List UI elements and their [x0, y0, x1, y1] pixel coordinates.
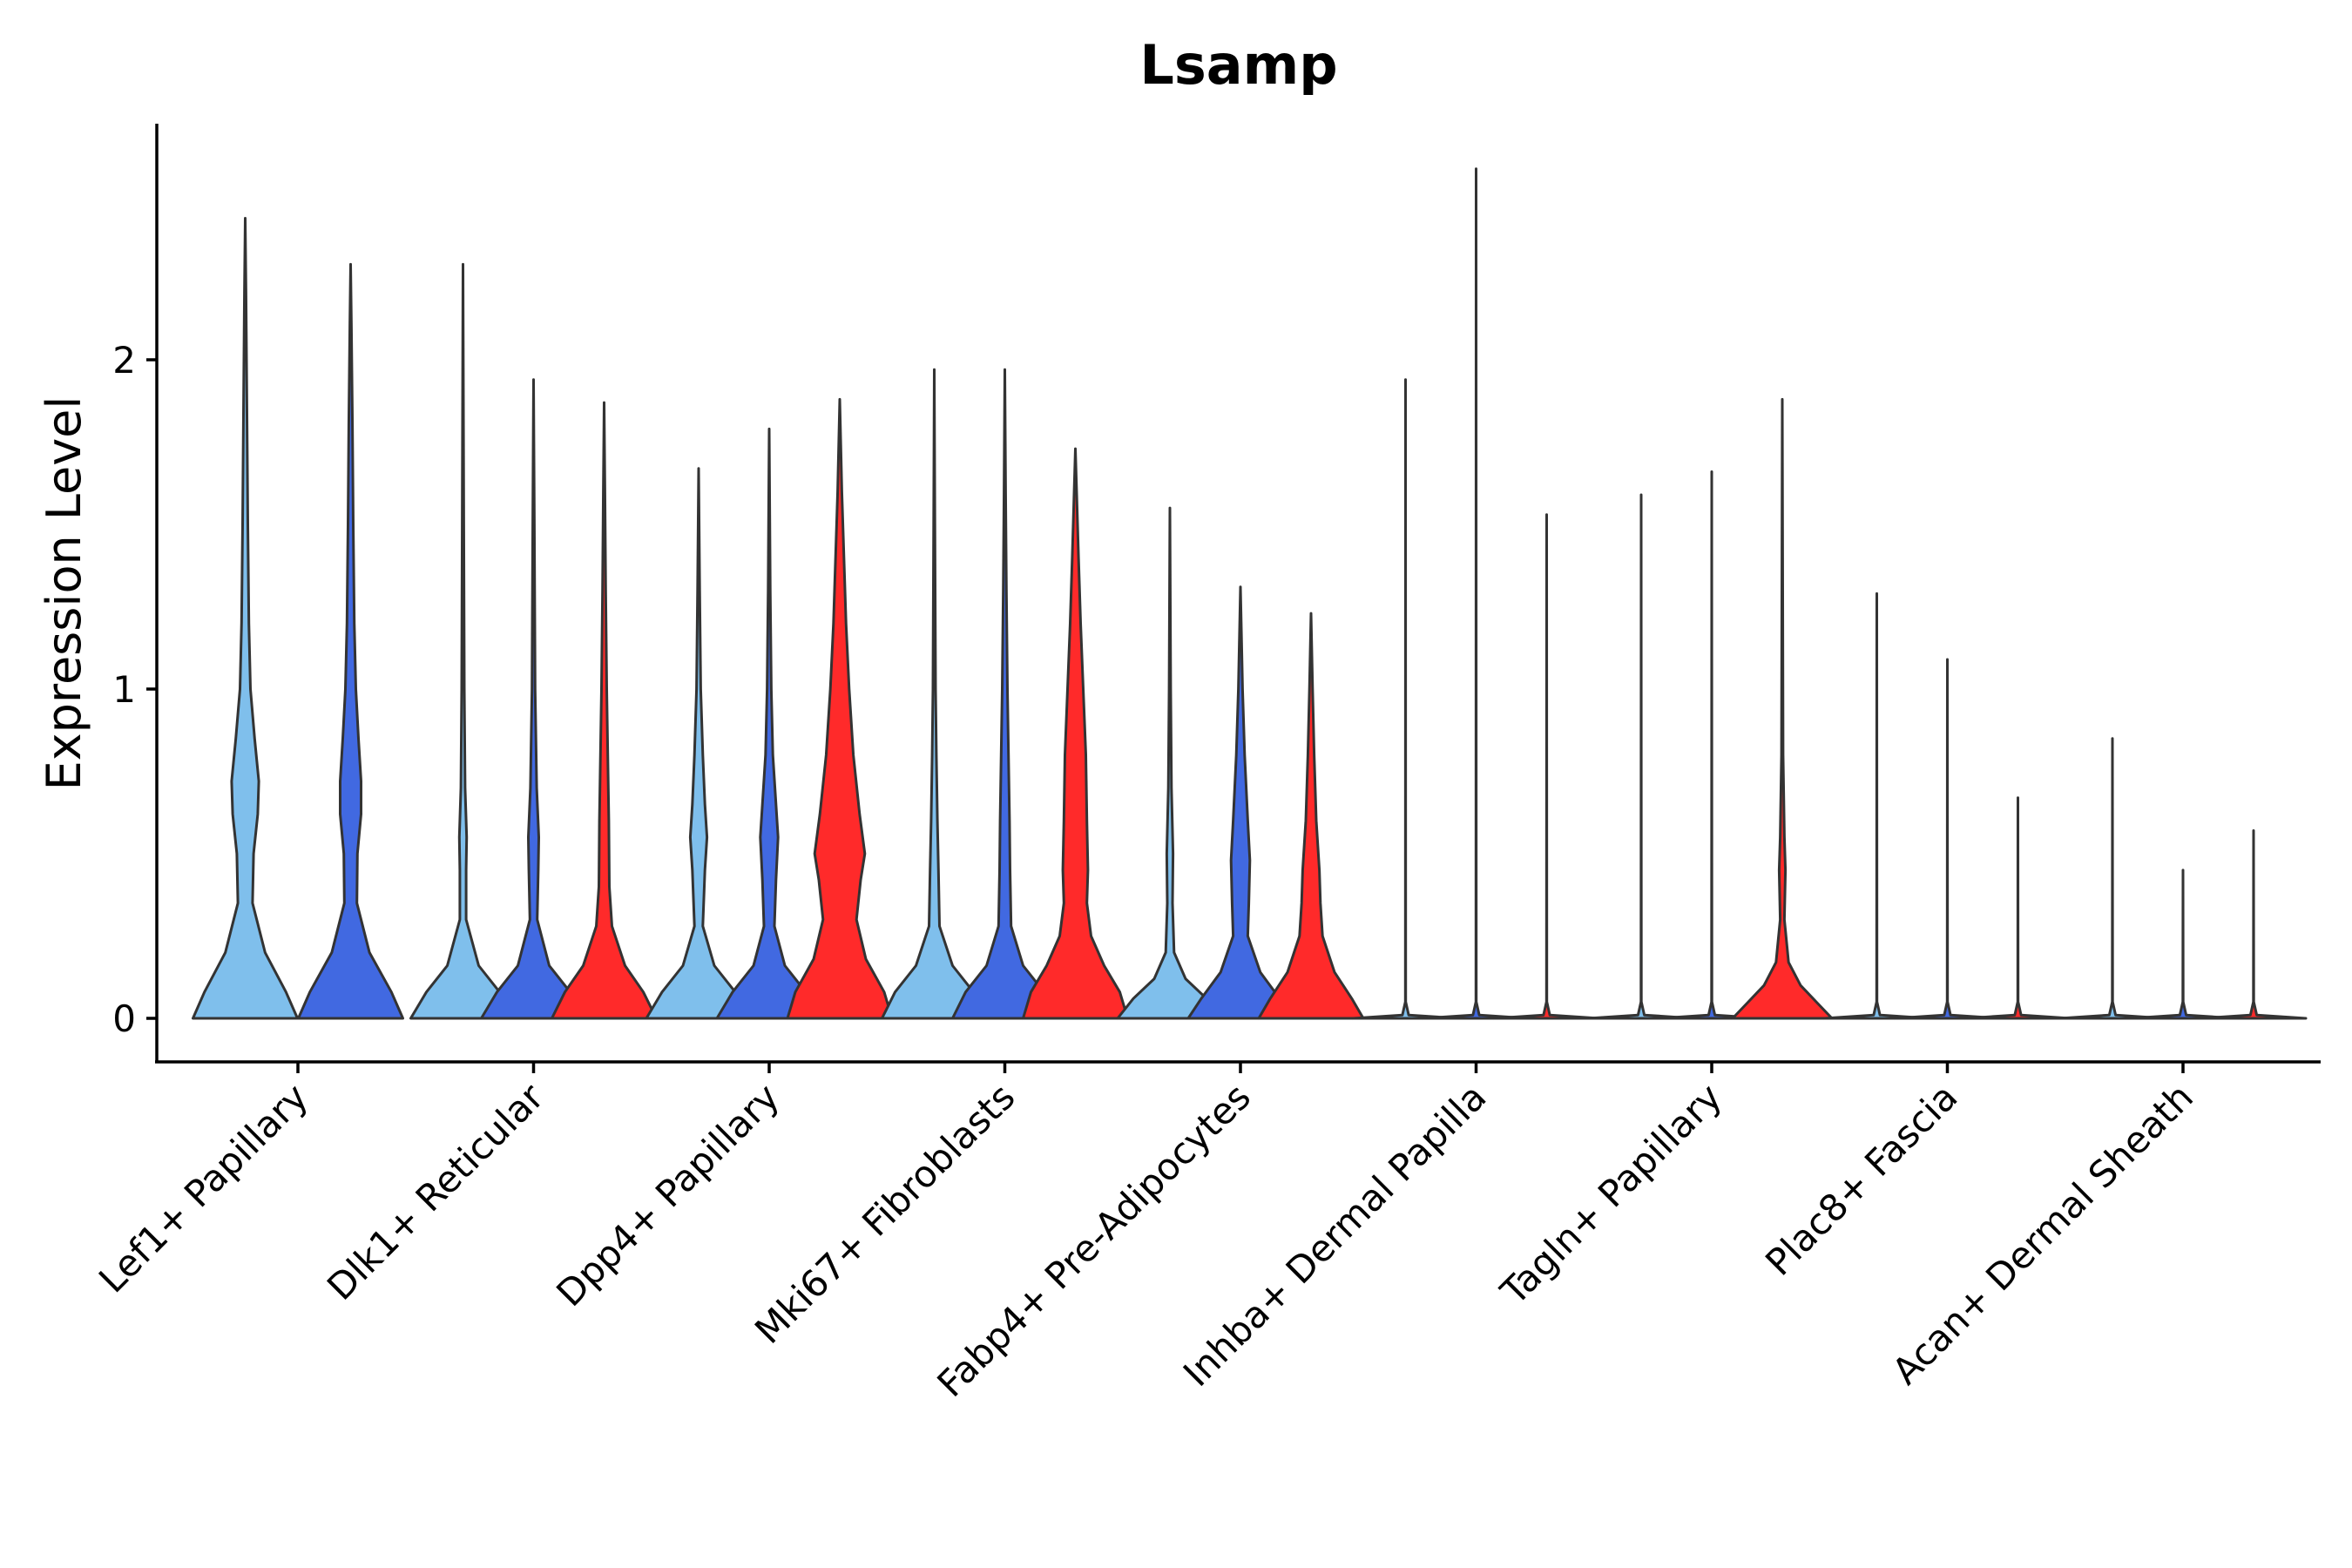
x-tick-label: Dpp4+ Papillary — [548, 1075, 787, 1315]
y-tick-label: 0 — [112, 997, 136, 1040]
axes-layer — [155, 124, 2321, 1064]
x-tick-label: Dlk1+ Reticular — [319, 1075, 552, 1308]
violin-3-0 — [881, 368, 988, 1020]
x-tick-label: Mki67+ Fibroblasts — [747, 1075, 1023, 1351]
x-tick-label: Plac8+ Fascia — [1757, 1075, 1965, 1283]
violin-1-0 — [409, 262, 517, 1020]
violin-7-2 — [1964, 796, 2072, 1020]
violin-6-0 — [1587, 493, 1695, 1020]
violin-3-2 — [1022, 447, 1129, 1020]
violin-8-2 — [2200, 829, 2308, 1020]
violin-7-0 — [1823, 591, 1930, 1020]
violin-5-0 — [1352, 378, 1459, 1020]
violin-2-1 — [715, 427, 823, 1020]
violin-7-1 — [1894, 658, 2001, 1020]
violin-1-2 — [551, 401, 658, 1020]
violin-2-0 — [645, 467, 753, 1020]
y-ticks: 0 1 2 — [112, 339, 157, 1040]
violin-8-0 — [2058, 737, 2166, 1020]
chart-title: Lsamp — [1139, 33, 1337, 97]
violin-6-1 — [1658, 470, 1766, 1020]
x-tick-label: Tagln+ Papillary — [1492, 1075, 1730, 1313]
y-tick-label: 2 — [112, 339, 136, 382]
violin-2-2 — [786, 397, 894, 1020]
violin-1-1 — [480, 378, 587, 1020]
violin-3-1 — [951, 368, 1058, 1020]
violin-8-1 — [2129, 868, 2237, 1020]
x-tick-label: Lef1+ Papillary — [91, 1075, 316, 1301]
violin-4-1 — [1186, 585, 1294, 1020]
violin-6-2 — [1731, 397, 1834, 1020]
y-axis-label: Expression Level — [37, 396, 91, 791]
violin-4-0 — [1116, 506, 1224, 1020]
violins-layer — [192, 167, 2308, 1020]
violin-0-0 — [192, 217, 299, 1020]
violin-4-2 — [1257, 612, 1365, 1020]
y-tick-label: 1 — [112, 668, 136, 711]
violin-5-1 — [1423, 167, 1530, 1020]
violin-0-1 — [297, 262, 404, 1020]
violin-5-2 — [1493, 513, 1600, 1020]
